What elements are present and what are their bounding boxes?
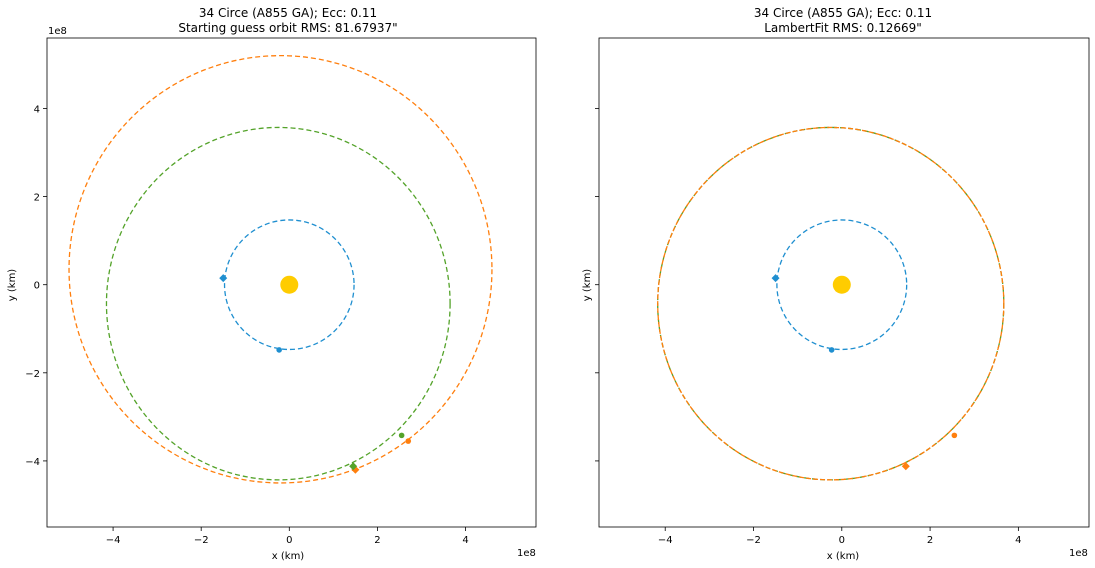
left-subtitle: Starting guess orbit RMS: 81.67937" <box>178 21 397 35</box>
left-title: 34 Circe (A855 GA); Ecc: 0.11 <box>199 6 377 20</box>
position-diamond-marker <box>771 274 780 283</box>
x-tick-label: −4 <box>658 535 673 546</box>
left-x-multiplier: 1e8 <box>517 548 536 559</box>
left-y-multiplier: 1e8 <box>48 26 67 37</box>
right-panel: 34 Circe (A855 GA); Ecc: 0.11 LambertFit… <box>582 6 1090 562</box>
y-tick-label: −2 <box>25 369 40 380</box>
right-title: 34 Circe (A855 GA); Ecc: 0.11 <box>754 6 932 20</box>
right-y-axis-label: y (km) <box>582 269 593 302</box>
position-diamond-marker <box>349 462 358 471</box>
x-tick-label: −4 <box>106 535 121 546</box>
position-diamond-marker <box>901 462 910 471</box>
position-dot-marker <box>828 347 835 353</box>
x-tick-label: 2 <box>927 535 933 546</box>
orbit-line <box>657 126 1005 481</box>
y-tick-label: −4 <box>25 457 40 468</box>
orbit-line <box>223 219 355 351</box>
y-tick-label: 0 <box>34 281 40 292</box>
position-dot-marker <box>405 438 412 444</box>
orbit-line <box>776 219 908 351</box>
plot-frame <box>46 37 537 528</box>
orbit-line <box>105 126 451 481</box>
position-dot-marker <box>398 432 405 439</box>
plot-frame <box>598 37 1090 528</box>
right-subtitle: LambertFit RMS: 0.12669" <box>764 21 922 35</box>
orbit-line <box>657 126 1005 481</box>
left-y-axis-label: y (km) <box>7 269 18 302</box>
x-tick-label: −2 <box>746 535 761 546</box>
x-tick-label: 4 <box>462 535 468 546</box>
sun-marker <box>832 275 851 294</box>
position-dot-marker <box>276 347 282 353</box>
right-x-multiplier: 1e8 <box>1069 548 1088 559</box>
sun-marker <box>280 275 299 294</box>
y-tick-label: 4 <box>34 104 40 115</box>
orbit-line <box>68 54 493 484</box>
left-x-axis-label: x (km) <box>272 551 305 562</box>
y-tick-label: 2 <box>34 193 40 204</box>
left-panel: 34 Circe (A855 GA); Ecc: 0.11 Starting g… <box>7 6 537 562</box>
x-tick-label: −2 <box>194 535 209 546</box>
x-tick-label: 0 <box>839 535 845 546</box>
position-diamond-marker <box>219 274 228 283</box>
x-tick-label: 2 <box>374 535 380 546</box>
position-dot-marker <box>951 432 958 439</box>
right-x-axis-label: x (km) <box>827 551 860 562</box>
x-tick-label: 4 <box>1015 535 1021 546</box>
x-tick-label: 0 <box>286 535 292 546</box>
